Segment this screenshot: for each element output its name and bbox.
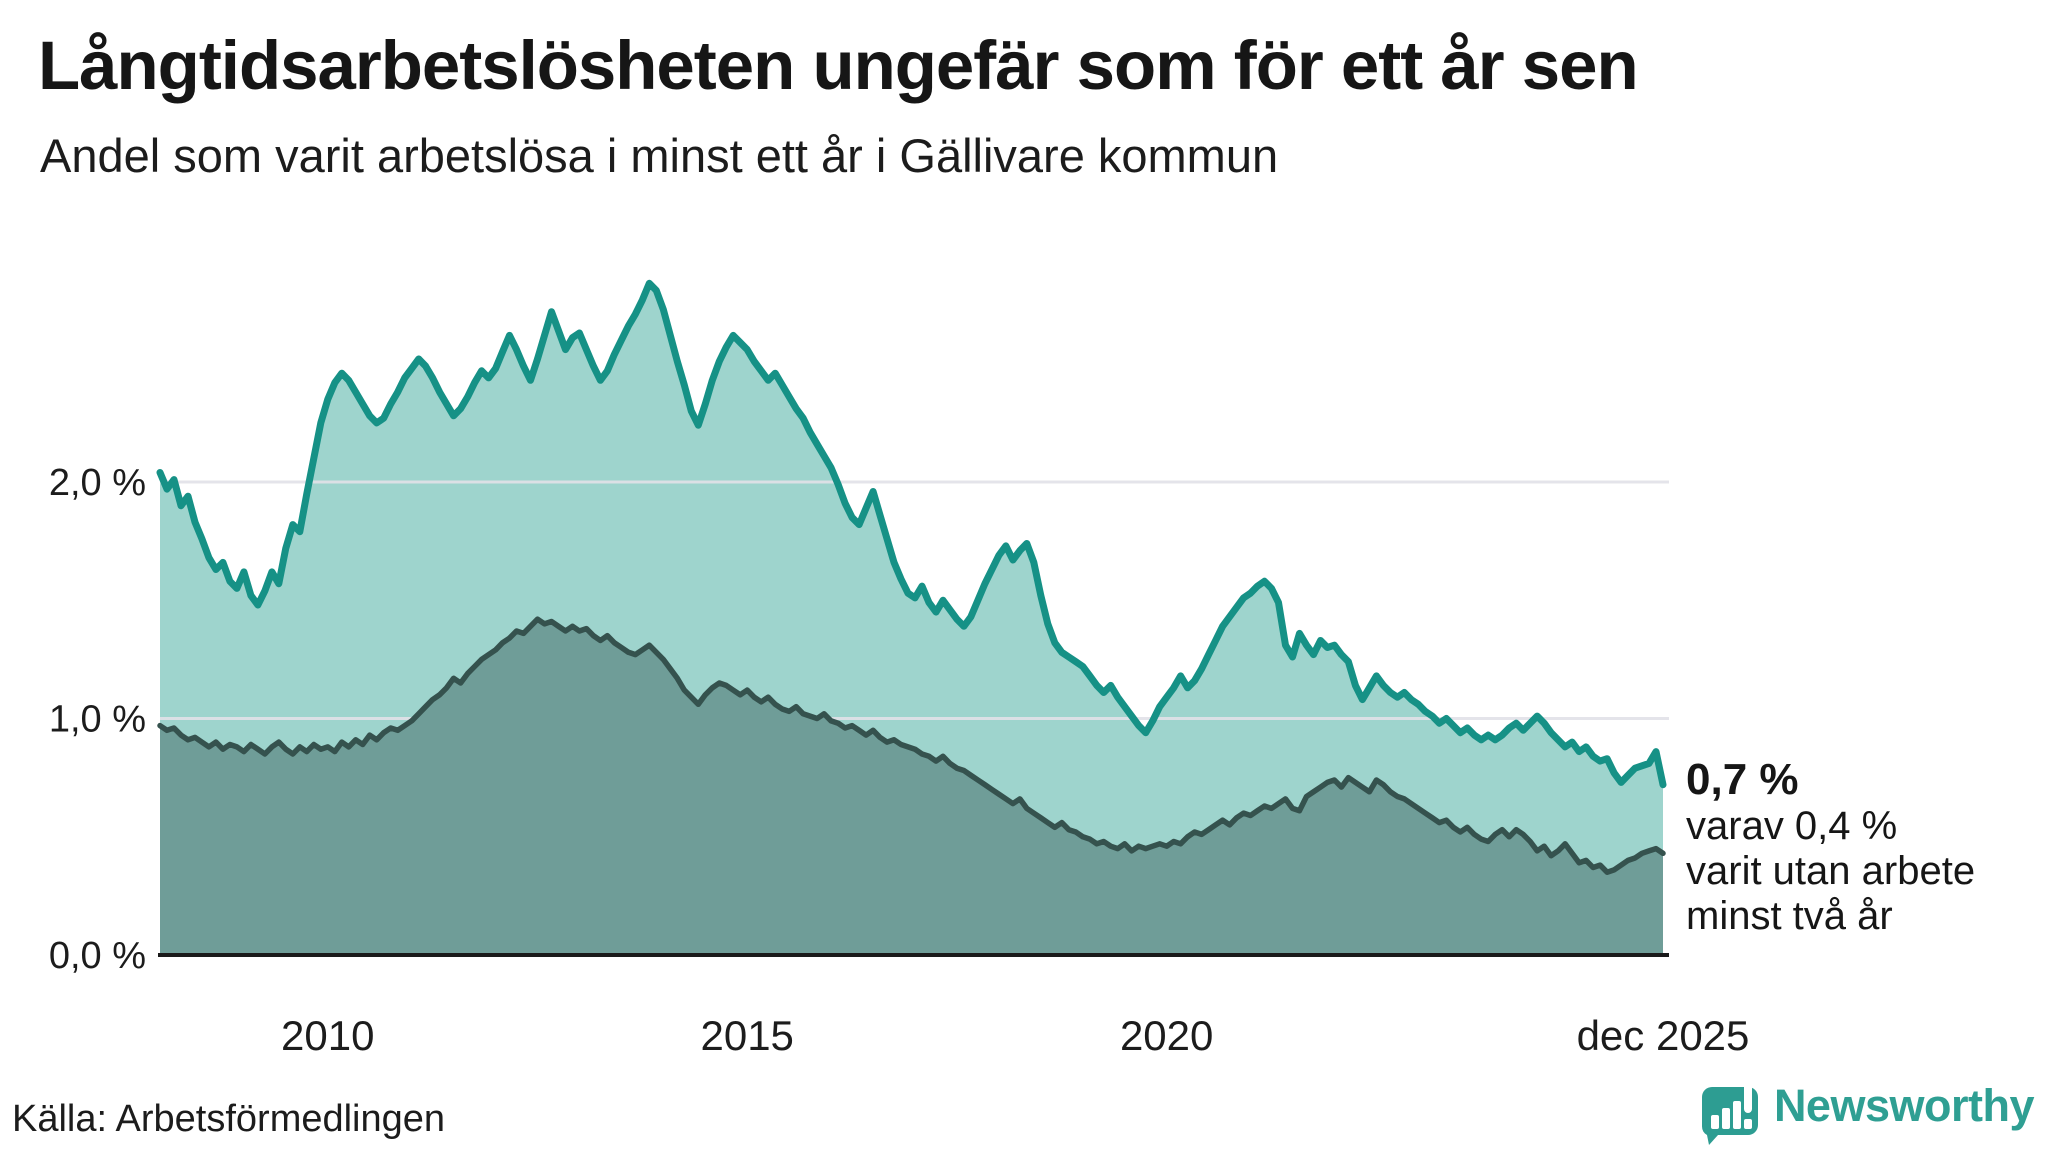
page-title: Långtidsarbetslösheten ungefär som för e…: [38, 27, 1639, 104]
page-subtitle: Andel som varit arbetslösa i minst ett å…: [40, 129, 1279, 182]
annotation-line-2: varit utan arbete: [1686, 849, 1976, 893]
y-tick-1: 1,0 %: [49, 699, 146, 741]
source-note: Källa: Arbetsförmedlingen: [12, 1098, 446, 1140]
x-tick-2015: 2015: [700, 1012, 793, 1059]
x-tick-2020: 2020: [1120, 1012, 1213, 1059]
last-value-annotation: 0,7 % varav 0,4 % varit utan arbete mins…: [1686, 756, 2046, 939]
x-tick-dec-2025: dec 2025: [1577, 1012, 1750, 1059]
annotation-line-3: minst två år: [1686, 894, 1893, 938]
newsworthy-logo-icon: [1701, 1075, 1758, 1145]
y-tick-0: 0,0 %: [49, 935, 146, 977]
x-tick-2010: 2010: [281, 1012, 374, 1059]
newsworthy-brand: Newsworthy: [1700, 1074, 2035, 1145]
newsworthy-brand-text: Newsworthy: [1773, 1080, 2035, 1131]
y-tick-2: 2,0 %: [49, 462, 146, 504]
series-1yr-line: [156, 279, 1667, 789]
last-value-label: 0,7 %: [1686, 755, 1799, 804]
series-2yr-line: [157, 616, 1666, 875]
series-2yr-area: [160, 619, 1663, 955]
annotation-line-1: varav 0,4 %: [1686, 804, 1898, 848]
